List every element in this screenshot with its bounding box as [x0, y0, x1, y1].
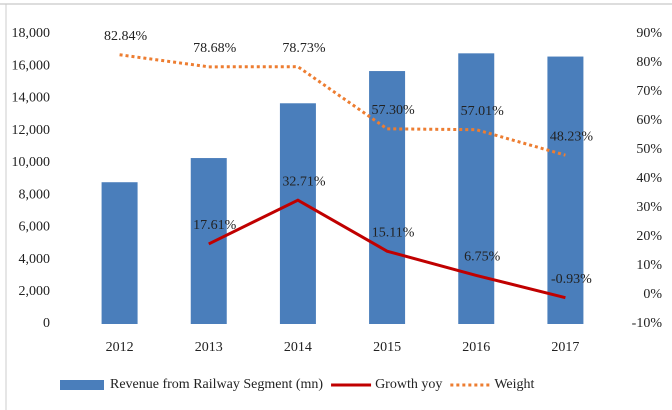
y-tick-label: 2,000: [19, 284, 51, 299]
legend-label: Growth yoy: [375, 377, 442, 392]
x-tick-label: 2017: [551, 340, 579, 355]
bar: [547, 56, 584, 325]
value-label: 15.11%: [372, 225, 415, 240]
y2-tick-label: 60%: [636, 113, 662, 128]
y2-tick-label: 30%: [636, 200, 662, 215]
value-label: 6.75%: [464, 250, 501, 265]
value-label: 78.73%: [282, 41, 326, 56]
x-tick-label: 2014: [284, 340, 312, 355]
y2-tick-label: 10%: [636, 258, 662, 273]
y-tick-label: 6,000: [19, 220, 51, 235]
y2-tick-label: 80%: [636, 55, 662, 70]
line-1: [208, 198, 566, 300]
y-tick-label: 16,000: [12, 58, 51, 73]
y-tick-label: 8,000: [19, 187, 51, 202]
legend-label: Weight: [494, 377, 534, 392]
x-tick-label: 2013: [195, 340, 223, 355]
bar: [101, 182, 138, 324]
y2-tick-label: 90%: [636, 26, 662, 41]
y-tick-label: 12,000: [12, 123, 51, 138]
y-tick-label: 4,000: [19, 252, 51, 267]
value-label: 57.01%: [461, 104, 505, 119]
y2-tick-label: -10%: [632, 316, 663, 331]
bar: [190, 158, 227, 324]
y-tick-label: 0: [43, 316, 50, 331]
bar: [279, 103, 316, 325]
x-tick-label: 2016: [462, 340, 490, 355]
value-label: 32.71%: [282, 174, 326, 189]
value-label: 78.68%: [193, 41, 237, 56]
bar: [458, 53, 495, 324]
legend-swatch: [60, 380, 104, 390]
y2-tick-label: 40%: [636, 171, 662, 186]
y-tick-label: 18,000: [12, 26, 51, 41]
x-tick-label: 2012: [106, 340, 134, 355]
value-label: 48.23%: [550, 129, 594, 144]
value-label: -0.93%: [551, 272, 592, 287]
y-tick-label: 10,000: [12, 155, 51, 170]
y2-tick-label: 70%: [636, 84, 662, 99]
value-label: 82.84%: [104, 29, 148, 44]
legend-label: Revenue from Railway Segment (mn): [110, 377, 323, 392]
bar: [369, 71, 406, 324]
y2-tick-label: 20%: [636, 229, 662, 244]
y-tick-label: 14,000: [12, 91, 51, 106]
line-2: [119, 53, 566, 157]
value-label: 57.30%: [371, 103, 415, 118]
value-label: 17.61%: [193, 218, 237, 233]
y2-tick-label: 0%: [643, 287, 662, 302]
x-tick-label: 2015: [373, 340, 401, 355]
y2-tick-label: 50%: [636, 142, 662, 157]
